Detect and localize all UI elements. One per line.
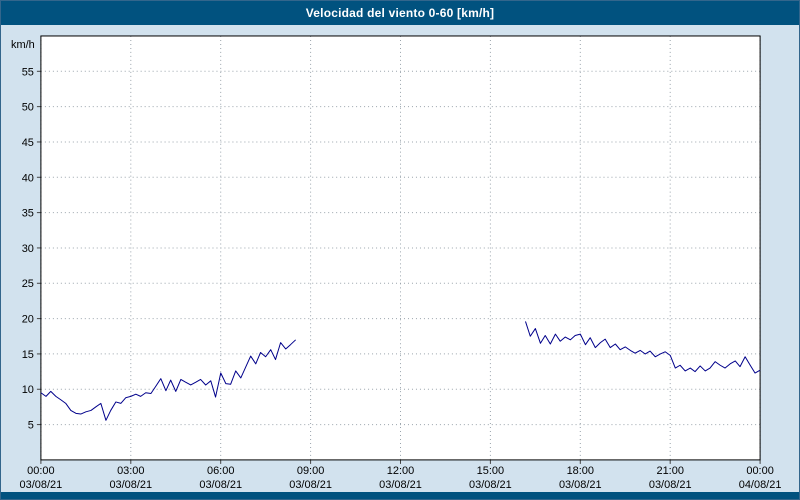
x-tick-time-label: 21:00 — [656, 465, 683, 477]
x-tick-date-label: 03/08/21 — [109, 479, 152, 491]
wind-speed-line-chart: 5 10 15 20 25 30 35 40 45 50 55 00:00 03/08/21 03:00 0… — [11, 35, 782, 491]
chart-area: 5 10 15 20 25 30 35 40 45 50 55 00:00 03/08/21 03:00 0… — [1, 25, 799, 492]
plot-border — [40, 35, 761, 461]
x-tick-date-label: 04/08/21 — [739, 479, 782, 491]
y-tick-label: 5 — [28, 420, 34, 432]
bottom-bar — [1, 491, 799, 499]
x-tick-date-label: 03/08/21 — [289, 479, 332, 491]
x-tick-time-label: 00:00 — [746, 465, 773, 477]
x-tick-date-label: 03/08/21 — [199, 479, 242, 491]
y-tick-label: 50 — [22, 102, 34, 114]
wind-speed-series-line — [525, 321, 761, 374]
x-tick-time-label: 12:00 — [387, 465, 414, 477]
y-tick-label: 55 — [22, 66, 34, 78]
y-tick-label: 40 — [22, 172, 34, 184]
y-axis-unit-label: km/h — [11, 39, 35, 51]
y-tick-label: 10 — [22, 384, 34, 396]
chart-title: Velocidad del viento 0-60 [km/h] — [305, 6, 495, 20]
wind-speed-series-line — [40, 339, 297, 421]
x-tick-time-label: 09:00 — [297, 465, 324, 477]
y-tick-label: 30 — [22, 243, 34, 255]
y-tick-label: 20 — [22, 314, 34, 326]
x-tick-date-label: 03/08/21 — [649, 479, 692, 491]
y-tick-label: 35 — [22, 208, 34, 220]
x-tick-time-label: 15:00 — [477, 465, 504, 477]
x-tick-date-label: 03/08/21 — [469, 479, 512, 491]
y-tick-label: 15 — [22, 349, 34, 361]
x-tick-time-label: 06:00 — [207, 465, 234, 477]
y-tick-label: 45 — [22, 137, 34, 149]
x-tick-time-label: 03:00 — [117, 465, 144, 477]
x-tick-date-label: 03/08/21 — [20, 479, 63, 491]
chart-title-bar: Velocidad del viento 0-60 [km/h] — [1, 1, 799, 25]
x-tick-time-label: 00:00 — [27, 465, 54, 477]
x-tick-time-label: 18:00 — [567, 465, 594, 477]
x-tick-date-label: 03/08/21 — [559, 479, 602, 491]
x-tick-date-label: 03/08/21 — [379, 479, 422, 491]
y-tick-label: 25 — [22, 278, 34, 290]
